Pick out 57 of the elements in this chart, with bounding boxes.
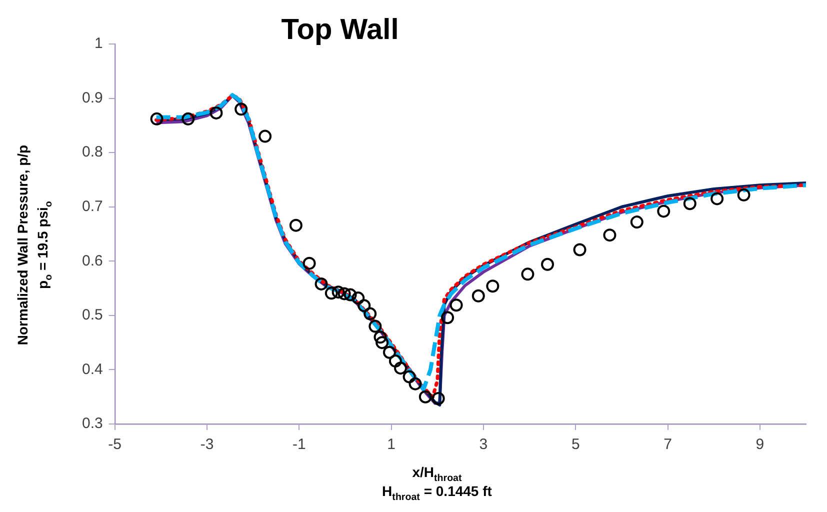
point <box>332 286 345 299</box>
point <box>258 130 272 143</box>
point <box>418 390 432 404</box>
point <box>182 112 195 126</box>
point <box>338 287 351 300</box>
x-tick-label: 7 <box>664 436 672 454</box>
y-tick-label: 0.4 <box>82 360 103 378</box>
point <box>521 268 534 281</box>
x-tick-label: 5 <box>571 436 580 454</box>
point <box>450 298 463 312</box>
point <box>374 330 387 344</box>
point <box>388 354 402 368</box>
point <box>302 256 316 270</box>
point <box>358 299 371 312</box>
point <box>472 289 485 302</box>
point <box>314 277 328 290</box>
point <box>657 204 670 218</box>
point <box>289 218 302 232</box>
point <box>368 320 382 333</box>
point <box>402 370 416 384</box>
point <box>344 288 357 302</box>
point <box>210 106 223 120</box>
x-tick-label: 3 <box>479 436 488 454</box>
point <box>486 280 500 293</box>
point <box>630 216 644 229</box>
point <box>683 197 696 210</box>
x-tick-label: -1 <box>292 436 306 454</box>
point <box>710 192 724 206</box>
y-tick-label: 0.9 <box>82 89 103 106</box>
point <box>408 377 422 390</box>
y-tick-label: 0.7 <box>82 198 103 215</box>
x-tick-label: 1 <box>387 436 396 454</box>
point <box>573 243 586 256</box>
point <box>150 112 164 126</box>
point <box>364 307 377 320</box>
point <box>603 228 616 242</box>
point <box>376 336 389 350</box>
point <box>234 102 248 116</box>
y-tick-label: 1 <box>94 35 103 52</box>
x-tick-label: -3 <box>200 436 214 454</box>
y-tick-label: 0.5 <box>82 306 103 324</box>
point <box>352 292 365 305</box>
point <box>432 392 445 405</box>
x-tick-label: 9 <box>756 436 764 454</box>
y-tick-label: 0.3 <box>82 415 103 432</box>
point <box>394 362 408 375</box>
point <box>541 258 554 271</box>
x-tick-label: -5 <box>108 436 122 454</box>
text: H$_{throat}$ = 0.1445 ft <box>382 483 492 503</box>
y-tick-label: 0.6 <box>82 252 103 270</box>
point <box>737 188 750 202</box>
y-tick-label: 0.8 <box>82 144 103 161</box>
point <box>441 311 454 324</box>
x-axis-title: x/H$_{throat}$ <box>412 464 462 484</box>
chart-title: Top Wall <box>280 14 400 47</box>
point <box>382 346 396 359</box>
point <box>324 286 338 300</box>
